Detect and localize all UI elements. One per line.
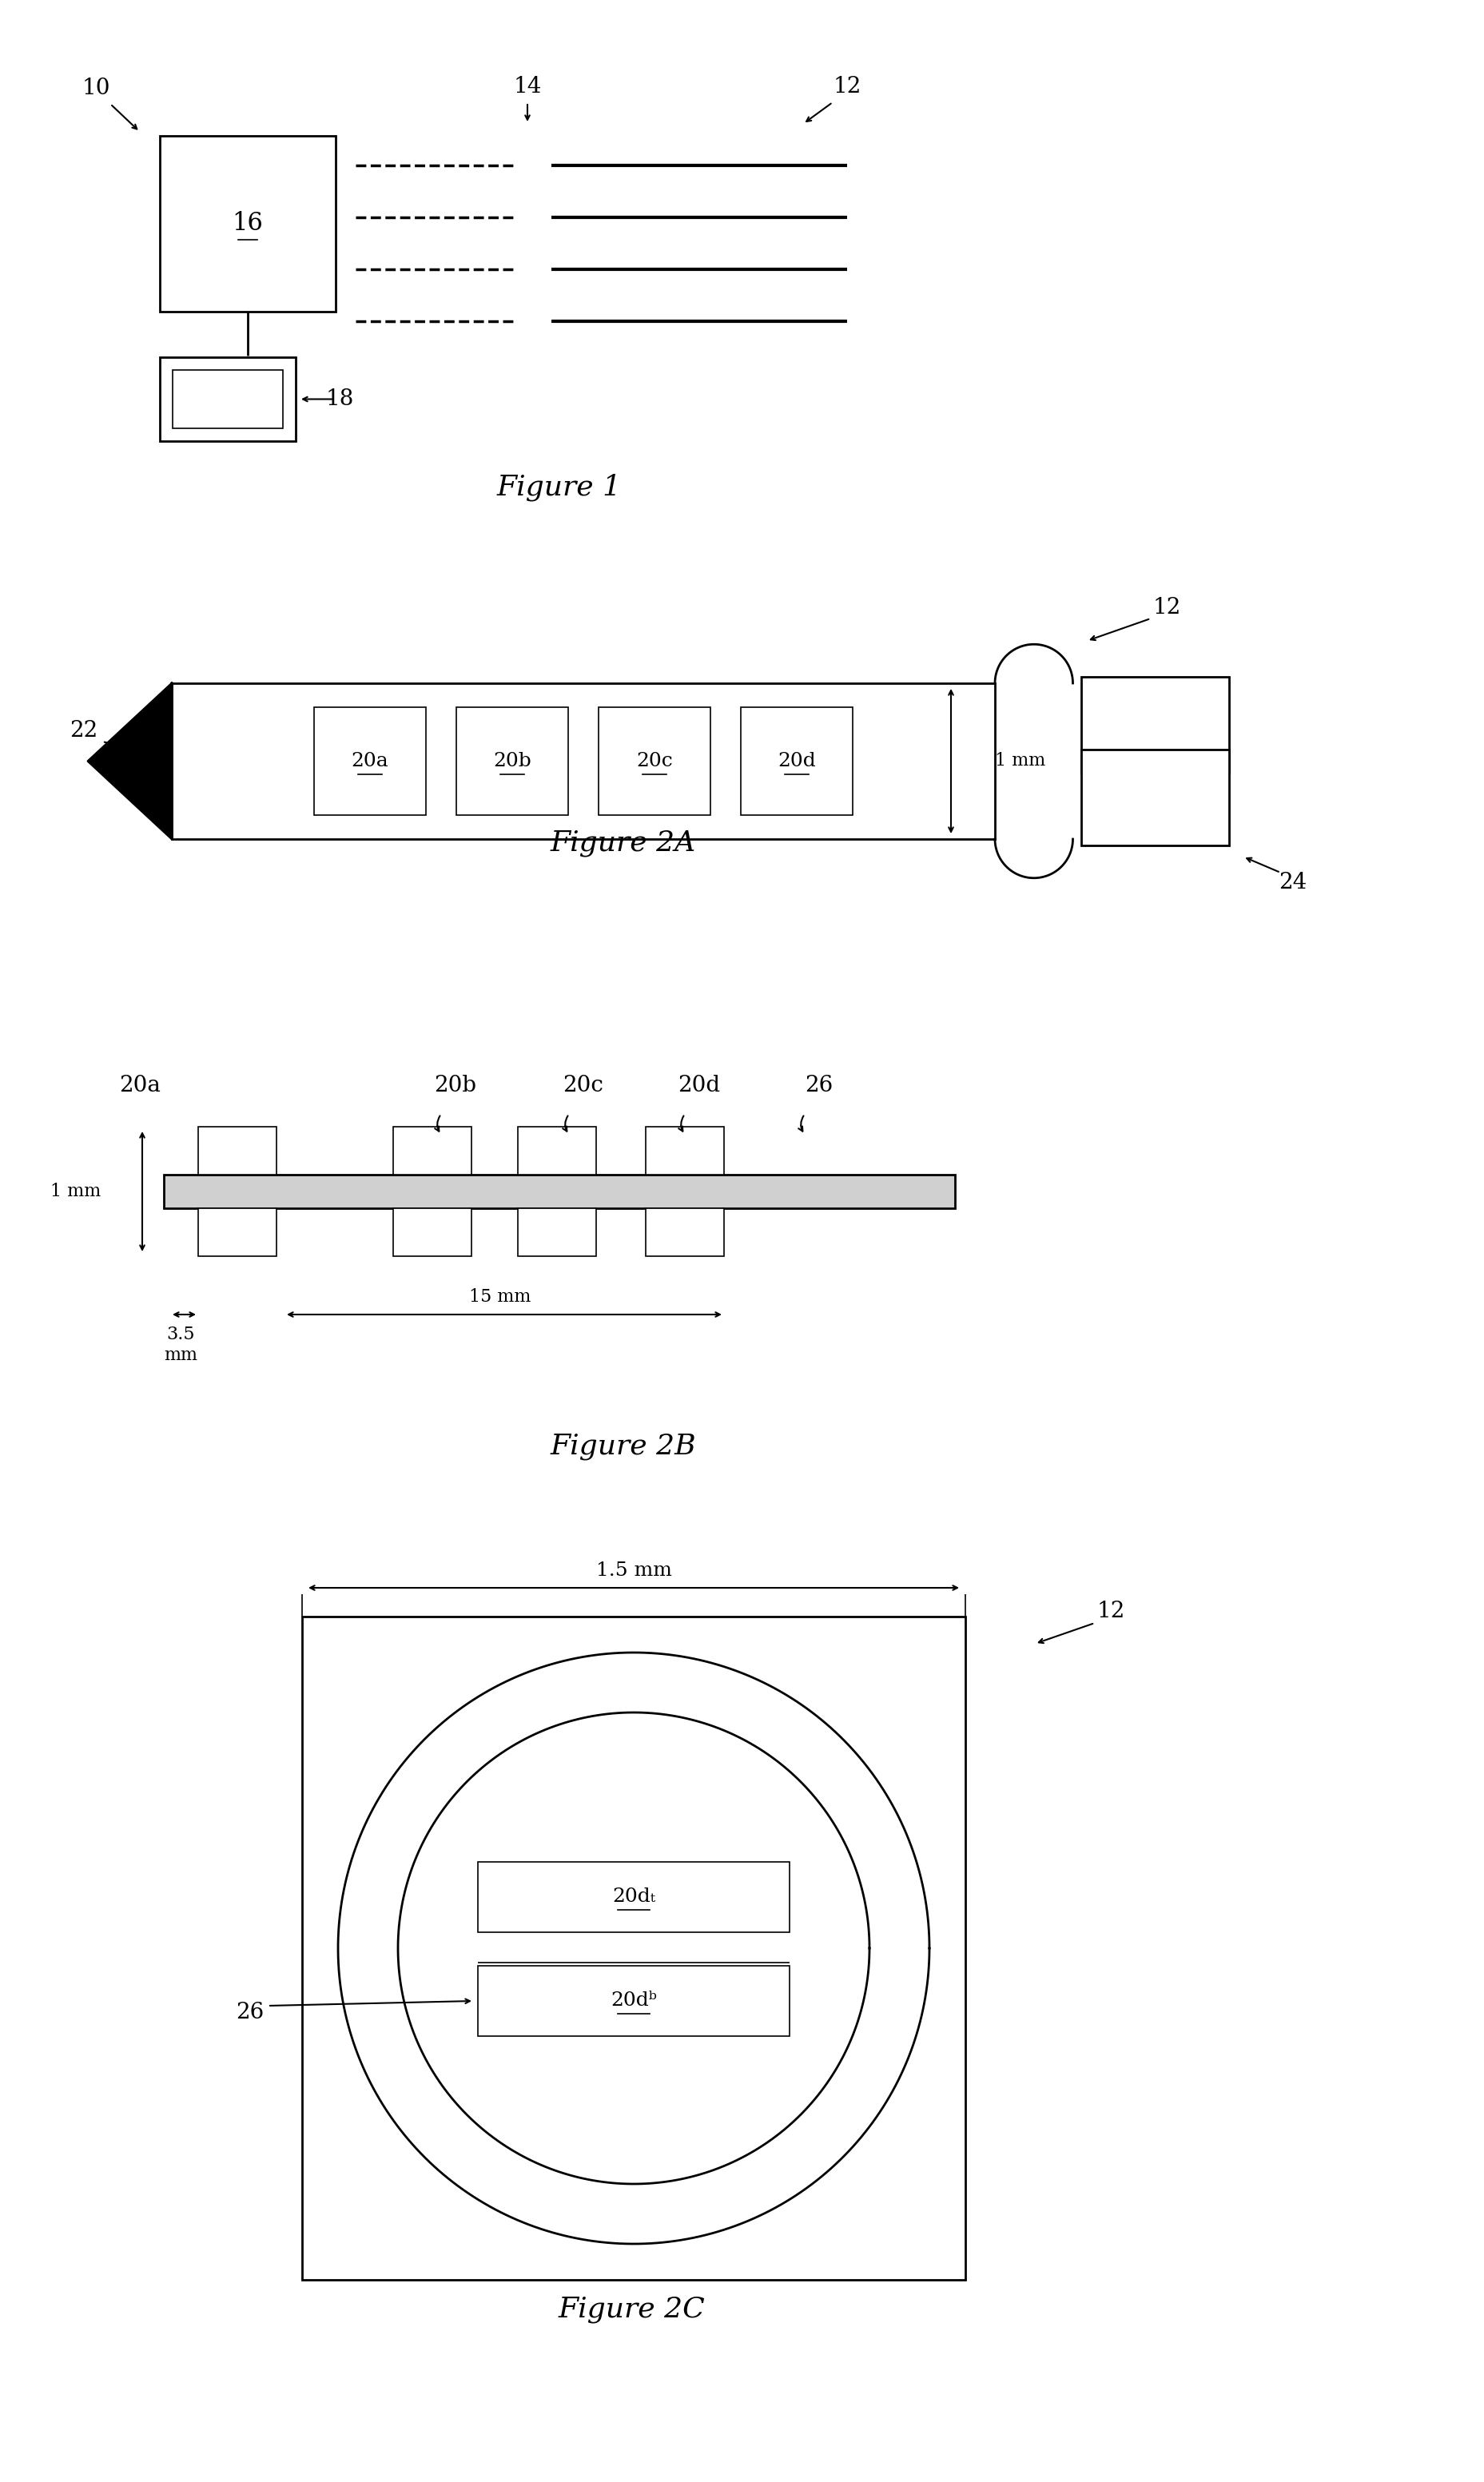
Bar <box>315 707 426 814</box>
Text: 1 mm: 1 mm <box>994 752 1045 769</box>
Text: 15 mm: 15 mm <box>469 1288 531 1306</box>
Bar <box>1080 750 1229 846</box>
Bar <box>518 1127 597 1174</box>
Bar <box>478 1862 789 1931</box>
Bar <box>172 683 994 839</box>
Bar <box>598 707 711 814</box>
Text: Figure 2A: Figure 2A <box>551 829 696 856</box>
Text: 26: 26 <box>236 2000 264 2023</box>
Text: 20d: 20d <box>678 1075 720 1097</box>
Bar <box>199 1127 276 1174</box>
Text: Figure 1: Figure 1 <box>497 474 622 501</box>
Bar <box>518 1209 597 1256</box>
Text: 20dᵇ: 20dᵇ <box>610 1991 657 2010</box>
Bar <box>393 1127 472 1174</box>
Text: 18: 18 <box>325 387 353 410</box>
Text: Figure 2C: Figure 2C <box>558 2296 705 2323</box>
Text: 1 mm: 1 mm <box>50 1181 101 1201</box>
Text: 1.5 mm: 1.5 mm <box>595 1561 672 1579</box>
Bar <box>741 707 853 814</box>
Bar <box>393 1209 472 1256</box>
Text: 20c: 20c <box>637 752 672 769</box>
Bar <box>160 357 295 442</box>
Text: 20a: 20a <box>352 752 389 769</box>
Text: 26: 26 <box>804 1075 833 1097</box>
Bar <box>646 1209 724 1256</box>
Text: 20d: 20d <box>778 752 816 769</box>
Text: 20c: 20c <box>562 1075 604 1097</box>
Text: 20dₜ: 20dₜ <box>611 1889 656 1906</box>
Bar <box>456 707 568 814</box>
Text: 12: 12 <box>833 74 861 97</box>
Text: 20a: 20a <box>119 1075 160 1097</box>
Bar <box>172 370 283 429</box>
Text: Figure 2B: Figure 2B <box>551 1432 696 1459</box>
Bar <box>478 1966 789 2035</box>
Text: 24: 24 <box>1279 871 1307 894</box>
Text: 14: 14 <box>513 74 542 97</box>
Text: 16: 16 <box>232 211 263 236</box>
Bar <box>163 1174 956 1209</box>
Bar <box>199 1209 276 1256</box>
Text: 12: 12 <box>1153 596 1181 618</box>
Text: 3.5
mm: 3.5 mm <box>165 1325 197 1363</box>
Bar <box>646 1127 724 1174</box>
Text: 22: 22 <box>70 720 98 742</box>
Bar <box>1080 678 1229 772</box>
Bar <box>303 1616 966 2281</box>
Text: 20b: 20b <box>435 1075 476 1097</box>
Bar <box>160 137 335 313</box>
Text: 10: 10 <box>82 77 110 99</box>
Text: 20b: 20b <box>493 752 531 769</box>
Text: 12: 12 <box>1097 1601 1125 1623</box>
Polygon shape <box>88 683 172 839</box>
